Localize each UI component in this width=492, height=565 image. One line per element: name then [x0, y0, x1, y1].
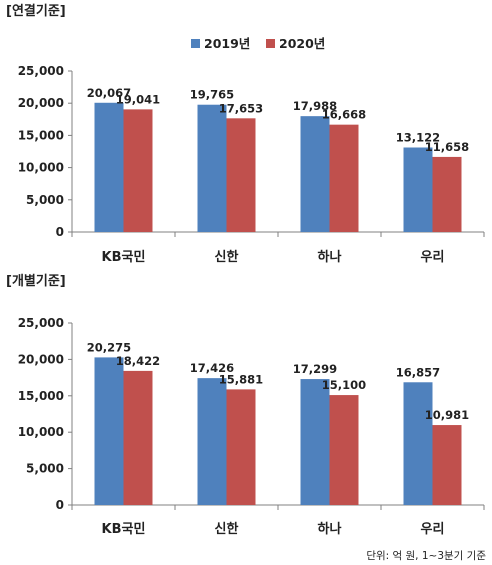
chart-1-bar-2020: [123, 109, 153, 232]
chart-1-bar-2020: [226, 118, 256, 232]
chart-2-data-label: 15,100: [322, 378, 366, 392]
chart-2-category-label: 우리: [421, 521, 445, 537]
chart-2-bar-2020: [226, 389, 256, 505]
chart-2-bar-2020: [123, 370, 153, 505]
chart-2-data-label: 15,881: [219, 372, 263, 386]
chart-2-bar-2020: [432, 425, 462, 505]
chart-1-y-tick-label: 0: [56, 225, 64, 239]
chart-1-category-label: KB국민: [102, 249, 146, 265]
chart-1-category-label: 신한: [215, 249, 239, 265]
chart-1-bar-2019: [300, 116, 330, 232]
chart-2-bar-2019: [197, 378, 227, 505]
chart-1-bar-2019: [94, 102, 124, 232]
chart-2-bar-2020: [329, 395, 359, 505]
chart-1-data-label: 11,658: [425, 140, 469, 154]
chart-2-category-label: KB국민: [102, 521, 146, 537]
chart-2-y-tick-label: 15,000: [18, 389, 64, 403]
chart-2-category-label: 하나: [318, 521, 342, 537]
chart-1-y-tick-label: 10,000: [18, 161, 64, 175]
legend-label-2019: 2019년: [204, 36, 250, 51]
chart-1-title: [연결기준]: [6, 3, 66, 19]
chart-2-y-tick-label: 20,000: [18, 352, 64, 366]
chart-2-data-label: 17,426: [190, 361, 234, 375]
footer-note: 단위: 억 원, 1~3분기 기준: [366, 549, 486, 562]
chart-1-category-label: 우리: [421, 249, 445, 265]
chart-1-y-tick-label: 25,000: [18, 64, 64, 78]
chart-1-data-label: 17,653: [219, 101, 263, 115]
chart-1-data-label: 19,041: [116, 92, 160, 106]
chart-2-bar-2019: [403, 382, 433, 505]
chart-2-bar-2019: [300, 379, 330, 505]
chart-2-title: [개별기준]: [6, 273, 66, 289]
chart-1-y-tick-label: 15,000: [18, 128, 64, 142]
chart-2-data-label: 16,857: [396, 365, 440, 379]
legend-swatch-2019: [191, 39, 200, 48]
chart-2-data-label: 18,422: [116, 354, 160, 368]
chart-2-y-tick-label: 10,000: [18, 425, 64, 439]
legend-label-2020: 2020년: [279, 36, 325, 51]
chart-1-y-tick-label: 20,000: [18, 96, 64, 110]
chart-2-data-label: 20,275: [87, 340, 131, 354]
chart-2-y-tick-label: 25,000: [18, 316, 64, 330]
chart-1-data-label: 17,988: [293, 99, 337, 113]
chart-2-category-label: 신한: [215, 521, 239, 537]
chart-1-data-label: 20,067: [87, 86, 131, 100]
chart-1-data-label: 19,765: [190, 88, 234, 102]
chart-2-y-tick-label: 5,000: [26, 462, 64, 476]
chart-2-data-label: 10,981: [425, 408, 469, 422]
chart-1-bar-2020: [432, 156, 462, 232]
chart-2-bar-2019: [94, 357, 124, 505]
legend-swatch-2020: [266, 39, 275, 48]
chart-2-y-tick-label: 0: [56, 498, 64, 512]
chart-1-bar-2020: [329, 124, 359, 232]
chart-1-bar-2019: [197, 104, 227, 232]
chart-1-bar-2019: [403, 147, 433, 232]
chart-1-data-label: 16,668: [322, 108, 366, 122]
chart-2-data-label: 17,299: [293, 362, 337, 376]
chart-1-y-tick-label: 5,000: [26, 193, 64, 207]
chart-1-category-label: 하나: [318, 249, 342, 265]
chart-1-data-label: 13,122: [396, 130, 440, 144]
